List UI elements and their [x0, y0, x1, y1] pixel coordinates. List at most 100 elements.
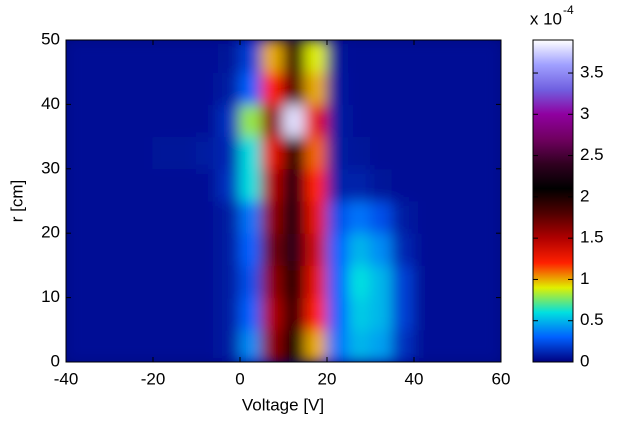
heatmap-cell — [326, 232, 350, 266]
heatmap-cell — [174, 136, 197, 170]
heatmap-cell — [435, 297, 458, 331]
heatmap-cell — [304, 232, 328, 266]
heatmap-cell — [413, 40, 437, 73]
heatmap-cell — [109, 40, 132, 73]
heatmap-cell — [283, 71, 306, 105]
heatmap-cell — [391, 200, 415, 234]
heatmap-cell — [130, 103, 154, 138]
heatmap-cell — [239, 136, 263, 170]
heatmap-cell — [130, 297, 154, 331]
heatmap-cell — [217, 200, 241, 234]
heatmap-cell — [109, 297, 132, 331]
heatmap-cell — [261, 329, 284, 362]
x-tick-label: 0 — [235, 369, 244, 388]
colorbar-scale-base: x 10 — [530, 9, 562, 28]
heatmap-cell — [370, 232, 393, 266]
heatmap-cell — [326, 71, 350, 105]
heatmap-cell — [130, 200, 154, 234]
heatmap-cell — [348, 297, 371, 331]
heatmap-cell — [478, 329, 501, 362]
heatmap-cell — [348, 168, 371, 202]
heatmap-cell — [348, 329, 371, 362]
heatmap-cell — [196, 200, 219, 234]
heatmap-cell — [239, 200, 263, 234]
heatmap-cell — [66, 297, 89, 331]
y-tick-label: 0 — [51, 351, 60, 370]
heatmap-cell — [304, 168, 328, 202]
heatmap-cell — [217, 40, 241, 73]
heatmap-cell — [196, 329, 219, 362]
heatmap-cell — [261, 71, 284, 105]
heatmap-cell — [87, 136, 110, 170]
heatmap-cell — [130, 136, 154, 170]
heatmap-cell — [435, 40, 458, 73]
heatmap-cell — [435, 103, 458, 138]
heatmap-cell — [413, 103, 437, 138]
heatmap-cell — [130, 40, 154, 73]
heatmap-cell — [66, 329, 89, 362]
heatmap-cell — [478, 71, 501, 105]
heatmap-cell — [174, 103, 197, 138]
heatmap-cell — [391, 168, 415, 202]
heatmap-cell — [130, 168, 154, 202]
heatmap-cell — [66, 40, 89, 73]
heatmap-cell — [326, 200, 350, 234]
heatmap-cell — [217, 297, 241, 331]
heatmap-cell — [391, 136, 415, 170]
heatmap-cell — [413, 297, 437, 331]
heatmap-cell — [435, 168, 458, 202]
heatmap-cell — [370, 40, 393, 73]
heatmap-cell — [326, 136, 350, 170]
heatmap-cell — [326, 103, 350, 138]
heatmap-cell — [348, 71, 371, 105]
heatmap-cell — [478, 297, 501, 331]
heatmap-cell — [261, 200, 284, 234]
heatmap-cell — [457, 71, 480, 105]
heatmap-cell — [130, 264, 154, 299]
y-axis-label: r [cm] — [7, 180, 26, 223]
heatmap-cell — [261, 232, 284, 266]
heatmap-cell — [261, 136, 284, 170]
heatmap-cell — [304, 136, 328, 170]
heatmap-cell — [370, 329, 393, 362]
heatmap-cell — [196, 40, 219, 73]
heatmap-cell — [457, 168, 480, 202]
y-tick-label: 20 — [41, 223, 60, 242]
heatmap-cell — [435, 264, 458, 299]
heatmap-cell — [457, 329, 480, 362]
heatmap-cell — [261, 297, 284, 331]
heatmap-cell — [283, 168, 306, 202]
heatmap-cell — [239, 232, 263, 266]
heatmap-cell — [478, 264, 501, 299]
x-tick-label: 60 — [492, 369, 511, 388]
heatmap-cell — [283, 103, 306, 138]
heatmap-cell — [174, 297, 197, 331]
heatmap-cell — [109, 103, 132, 138]
heatmap-cell — [348, 103, 371, 138]
heatmap-cell — [174, 200, 197, 234]
heatmap-cell — [435, 200, 458, 234]
x-tick-label: -20 — [141, 369, 166, 388]
heatmap-cell — [109, 200, 132, 234]
heatmap-cell — [413, 264, 437, 299]
heatmap-cell — [457, 200, 480, 234]
heatmap-cell — [109, 264, 132, 299]
heatmap-cell — [391, 297, 415, 331]
heatmap-cell — [283, 136, 306, 170]
colorbar-tick-label: 2.5 — [580, 145, 604, 164]
heatmap-cell — [478, 232, 501, 266]
heatmap-cell — [217, 136, 241, 170]
heatmap-cell — [413, 136, 437, 170]
heatmap-cell — [239, 297, 263, 331]
heatmap-cell — [413, 71, 437, 105]
heatmap-cell — [152, 136, 176, 170]
colorbar-tick-label: 0 — [580, 351, 589, 370]
heatmap-cell — [391, 264, 415, 299]
heatmap-cell — [304, 329, 328, 362]
heatmap-cell — [87, 200, 110, 234]
heatmap-cell — [435, 71, 458, 105]
heatmap-cell — [152, 200, 176, 234]
x-tick-label: -40 — [54, 369, 79, 388]
heatmap-cell — [152, 232, 176, 266]
